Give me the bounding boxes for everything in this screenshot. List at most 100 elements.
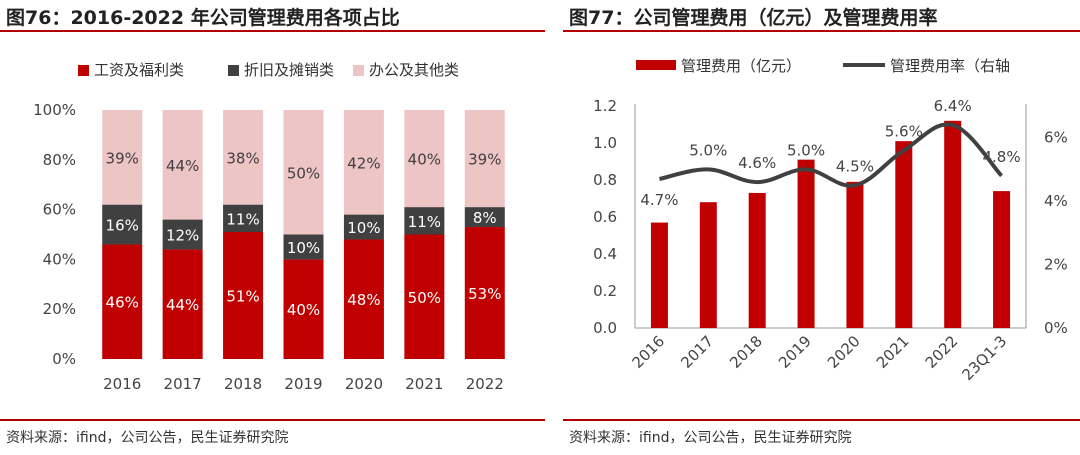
bar-segment-2 [102, 204, 143, 245]
line-point-label: 4.7% [640, 191, 678, 209]
segment-label: 51% [226, 288, 259, 306]
segment-label: 46% [106, 294, 139, 312]
line-point-label: 6.4% [934, 97, 972, 115]
x-tick-label: 2020 [345, 375, 383, 393]
bar-segment-1 [283, 259, 324, 359]
line-point-label: 5.0% [689, 141, 727, 159]
segment-label: 48% [347, 291, 380, 309]
left-chart-title: 图76：2016-2022 年公司管理费用各项占比 [6, 7, 400, 29]
line-point-label: 5.6% [885, 122, 923, 140]
bar [993, 191, 1011, 328]
y-tick-label: 40% [43, 250, 76, 268]
left-y-tick-label: 1.2 [593, 97, 617, 115]
x-tick-label: 2017 [677, 332, 717, 372]
left-y-tick-label: 0.0 [593, 319, 617, 337]
x-tick-label: 2016 [629, 332, 669, 372]
x-tick-label: 2019 [775, 332, 815, 372]
legend-swatch-2 [228, 65, 239, 76]
stacked-bar-chart: 工资及福利类 折旧及摊销类 办公及其他类 0% 20% 40% 60% 80% 100% 46% 1… [33, 61, 505, 393]
x-tick-label: 2016 [103, 375, 141, 393]
segment-label: 40% [408, 151, 441, 169]
left-y-tick-label: 0.6 [593, 208, 617, 226]
bar-segment-2 [404, 207, 445, 235]
left-title-rule [0, 30, 545, 32]
left-y-tick-label: 1.0 [593, 134, 617, 152]
legend-label-1: 工资及福利类 [94, 61, 184, 79]
segment-label: 44% [166, 157, 199, 175]
segment-label: 53% [468, 285, 501, 303]
x-tick-label: 2021 [405, 375, 443, 393]
x-tick-label: 2019 [284, 375, 322, 393]
bar-segment-2 [464, 207, 505, 228]
left-source-note: 资料来源：ifind，公司公告，民生证券研究院 [6, 430, 289, 446]
x-tick-label: 2022 [466, 375, 504, 393]
y-tick-label: 20% [43, 300, 76, 318]
bar-segment-2 [343, 214, 384, 240]
segment-label: 11% [226, 210, 259, 228]
legend-label-3: 办公及其他类 [369, 61, 459, 79]
right-y-tick-label: 4% [1044, 192, 1068, 210]
bar-segment-2 [223, 204, 264, 233]
bar-segment-3 [162, 110, 203, 220]
legend-swatch-1 [78, 65, 89, 76]
bar-segment-1 [102, 244, 143, 359]
right-title-rule [563, 30, 1080, 32]
segment-label: 38% [226, 149, 259, 167]
right-y-tick-label: 6% [1044, 129, 1068, 147]
legend-label-2: 折旧及摊销类 [244, 61, 334, 79]
bar [895, 141, 913, 328]
bar-segment-3 [283, 110, 324, 235]
left-y-tick-label: 0.2 [593, 282, 617, 300]
legend-line-label: 管理费用率（右轴 [890, 57, 1010, 75]
bar [699, 202, 717, 328]
x-tick-label: 2020 [824, 332, 864, 372]
line-point-label: 5.0% [787, 141, 825, 159]
left-chart-panel: 图76：2016-2022 年公司管理费用各项占比 工资及福利类 折旧及摊销类 办公… [0, 7, 545, 446]
line-point-label: 4.8% [983, 148, 1021, 166]
bar-segment-3 [343, 110, 384, 215]
bar [650, 222, 668, 328]
right-y-tick-label: 2% [1044, 256, 1068, 274]
line-point-label: 4.6% [738, 154, 776, 172]
legend-swatch-3 [353, 65, 364, 76]
segment-label: 12% [166, 227, 199, 245]
bar-segment-1 [162, 249, 203, 359]
y-tick-label: 60% [43, 201, 76, 219]
segment-label: 8% [473, 209, 497, 227]
bar-segment-1 [223, 232, 264, 359]
right-source-note: 资料来源：ifind，公司公告，民生证券研究院 [569, 430, 852, 446]
bar-segment-2 [162, 219, 203, 250]
segment-label: 50% [287, 164, 320, 182]
bar-segment-3 [102, 110, 143, 205]
segment-label: 10% [347, 219, 380, 237]
bar-line-combo-chart: 管理费用（亿元） 管理费用率（右轴 0.0 0.2 0.4 0.6 0.8 1.0 1.2 0% 2… [593, 57, 1068, 384]
line-point-label: 4.5% [836, 157, 874, 175]
y-tick-label: 0% [52, 350, 76, 368]
segment-label: 39% [468, 151, 501, 169]
bar [797, 159, 815, 328]
segment-label: 39% [106, 149, 139, 167]
right-chart-panel: 图77：公司管理费用（亿元）及管理费用率 管理费用（亿元） 管理费用率（右轴 0.0… [563, 0, 1080, 455]
bar-segment-1 [343, 239, 384, 359]
segment-label: 11% [408, 213, 441, 231]
segment-label: 44% [166, 296, 199, 314]
segment-label: 50% [408, 289, 441, 307]
segment-label: 40% [287, 301, 320, 319]
bar-segment-3 [404, 110, 445, 208]
left-y-tick-label: 0.8 [593, 171, 617, 189]
left-y-tick-label: 0.4 [593, 245, 617, 263]
x-tick-label: 2017 [164, 375, 202, 393]
bar-segment-3 [464, 110, 505, 208]
x-tick-label: 2021 [873, 332, 913, 372]
left-source-rule [0, 419, 545, 421]
x-tick-label: 2018 [224, 375, 262, 393]
legend-bar-label: 管理费用（亿元） [681, 57, 801, 75]
bar-segment-1 [404, 234, 445, 359]
right-chart-title: 图77：公司管理费用（亿元）及管理费用率 [569, 7, 938, 29]
legend-bar-swatch [636, 60, 676, 70]
bar [748, 192, 766, 328]
right-y-tick-label: 0% [1044, 319, 1068, 337]
bar [944, 120, 962, 328]
bar [846, 181, 864, 328]
y-tick-label: 100% [33, 101, 76, 119]
